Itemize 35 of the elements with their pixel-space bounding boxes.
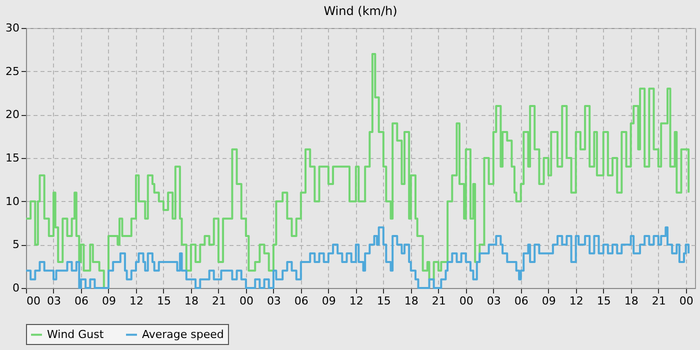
y-tick-label: 0 [12,282,20,294]
x-tick-label: 15 [596,294,611,308]
legend-label: Average speed [142,328,224,341]
x-tick-label: 06 [294,294,308,308]
x-tick-label: 12 [129,294,144,308]
x-tick-label: 15 [156,294,171,308]
x-tick-label: 15 [376,294,391,308]
x-tick-label: 00 [679,294,694,308]
x-tick-label: 09 [102,294,116,308]
x-tick-label: 12 [349,294,364,308]
y-tick-label: 10 [6,194,20,208]
y-tick-label: 5 [12,238,20,252]
chart-title: Wind (km/h) [324,4,398,18]
x-tick-label: 00 [26,294,40,308]
y-tick-label: 15 [6,152,20,164]
x-tick-label: 18 [624,294,638,308]
x-tick-label: 21 [212,294,226,308]
x-tick-label: 18 [404,294,418,308]
x-tick-label: 06 [514,294,528,308]
x-tick-label: 03 [486,294,501,308]
x-tick-label: 12 [569,294,584,308]
x-tick-label: 09 [322,294,336,308]
x-tick-label: 21 [432,294,446,308]
x-tick-label: 00 [459,294,474,308]
x-tick-label: 03 [46,294,61,308]
y-tick-label: 30 [6,22,20,34]
x-tick-label: 03 [266,294,281,308]
x-tick-label: 21 [652,294,666,308]
x-tick-label: 06 [74,294,88,308]
x-tick-label: 00 [239,294,254,308]
legend-label: Wind Gust [47,328,104,341]
y-tick-label: 25 [6,64,20,78]
y-tick-label: 20 [6,108,20,122]
x-tick-label: 18 [184,294,198,308]
x-tick-label: 09 [542,294,556,308]
